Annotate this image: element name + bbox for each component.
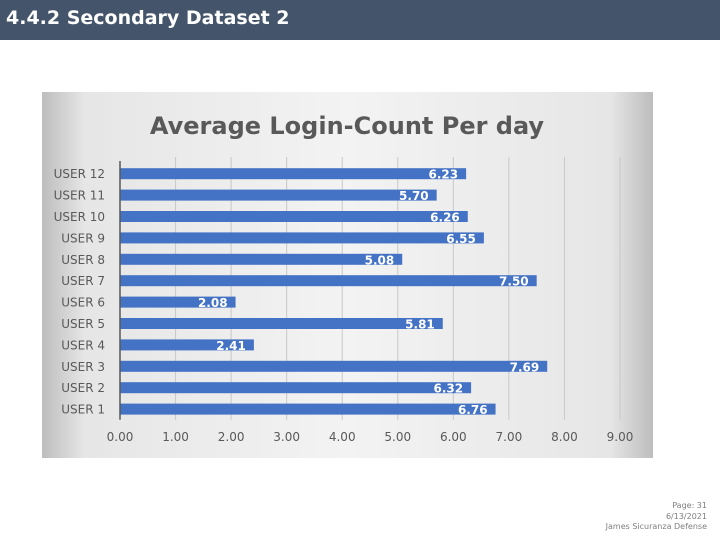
bar xyxy=(120,189,437,201)
footer-date: 6/13/2021 xyxy=(665,511,707,521)
category-label: USER 2 xyxy=(61,381,105,395)
bar-value-label: 7.69 xyxy=(510,360,540,374)
bar xyxy=(120,275,537,287)
bar xyxy=(120,360,548,372)
bar-value-label: 6.26 xyxy=(430,211,460,225)
page-number: Page: 31 xyxy=(672,501,707,510)
category-label: USER 9 xyxy=(61,231,105,245)
chart-image: Average Login-Count Per day 6.23 5.70 6.26… xyxy=(42,92,653,458)
x-tick-label: 2.00 xyxy=(218,430,245,444)
slide-footer: Page: 31 6/13/2021 James Sicuranza Defen… xyxy=(507,501,707,533)
x-tick-label: 4.00 xyxy=(329,430,356,444)
chart-title: Average Login-Count Per day xyxy=(150,112,545,140)
category-label: USER 4 xyxy=(61,338,105,352)
category-label: USER 8 xyxy=(61,253,105,267)
x-tick-label: 1.00 xyxy=(162,430,189,444)
category-label: USER 11 xyxy=(54,189,105,203)
bar-value-label: 2.08 xyxy=(198,296,228,310)
bar-value-label: 6.23 xyxy=(429,168,459,182)
category-label: USER 1 xyxy=(61,403,105,417)
title-bar: 4.4.2 Secondary Dataset 2 xyxy=(0,0,720,40)
bar xyxy=(120,339,254,351)
bar-value-label: 2.41 xyxy=(216,339,246,353)
bar-value-label: 5.81 xyxy=(405,318,435,332)
bar xyxy=(120,232,484,244)
category-label: USER 6 xyxy=(61,296,105,310)
footer-author: James Sicuranza Defense xyxy=(605,522,707,531)
category-label: USER 12 xyxy=(54,167,105,181)
x-tick-label: 6.00 xyxy=(440,430,467,444)
bar xyxy=(120,318,443,329)
bar-value-label: 6.76 xyxy=(458,403,488,417)
bar-value-label: 6.32 xyxy=(434,382,464,396)
bar-chart: Average Login-Count Per day 6.235.706.26… xyxy=(54,112,634,444)
category-label: USER 5 xyxy=(61,317,105,331)
bar-value-label: 5.08 xyxy=(365,253,395,267)
bar xyxy=(120,253,403,265)
bar-value-label: 5.70 xyxy=(399,189,429,203)
x-tick-label: 8.00 xyxy=(551,430,578,444)
category-label: USER 7 xyxy=(61,274,105,288)
bar xyxy=(120,168,467,180)
bar xyxy=(120,211,468,222)
bar xyxy=(120,382,472,394)
bar-value-label: 6.55 xyxy=(446,232,476,246)
bar-value-label: 7.50 xyxy=(499,275,529,289)
bar xyxy=(120,296,236,308)
x-tick-label: 0.00 xyxy=(107,430,134,444)
category-label: USER 10 xyxy=(54,210,105,224)
x-tick-label: 3.00 xyxy=(273,430,300,444)
x-tick-label: 5.00 xyxy=(384,430,411,444)
x-tick-label: 7.00 xyxy=(496,430,523,444)
x-tick-label: 9.00 xyxy=(607,430,634,444)
slide-title: 4.4.2 Secondary Dataset 2 xyxy=(6,7,290,29)
bar xyxy=(120,403,496,415)
category-label: USER 3 xyxy=(61,360,105,374)
